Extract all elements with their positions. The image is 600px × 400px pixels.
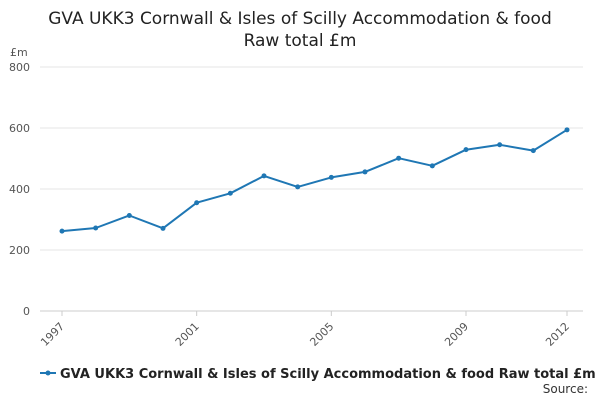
y-axis-ticks: 0 200 400 600 800	[9, 61, 30, 318]
x-tick-label-2001: 2001	[173, 320, 202, 349]
x-tick-label-2005: 2005	[307, 320, 336, 349]
y-tick-label-800: 800	[9, 61, 30, 74]
y-tick-label-200: 200	[9, 244, 30, 257]
data-point-1997[interactable]	[59, 228, 65, 234]
data-point-2011[interactable]	[530, 148, 536, 154]
data-point-1998[interactable]	[93, 225, 99, 231]
data-point-2008[interactable]	[429, 163, 435, 169]
data-point-2005[interactable]	[328, 174, 334, 180]
data-point-2007[interactable]	[396, 155, 402, 161]
source-label: Source:	[543, 382, 588, 396]
y-tick-label-400: 400	[9, 183, 30, 196]
series-layer	[59, 127, 570, 234]
data-point-2000[interactable]	[160, 225, 166, 231]
data-point-2003[interactable]	[261, 173, 267, 179]
data-point-2009[interactable]	[463, 147, 469, 153]
data-point-2010[interactable]	[497, 142, 503, 148]
chart-title-line-1: GVA UKK3 Cornwall & Isles of Scilly Acco…	[48, 9, 552, 29]
legend[interactable]: GVA UKK3 Cornwall & Isles of Scilly Acco…	[40, 367, 596, 382]
x-tick-label-1997: 1997	[38, 320, 67, 349]
legend-swatch-marker	[45, 370, 51, 376]
y-tick-label-600: 600	[9, 122, 30, 135]
x-axis-ticks: 1997 2001 2005 2009 2012	[38, 311, 572, 349]
data-point-2002[interactable]	[227, 190, 233, 196]
y-axis-unit: £m	[10, 46, 28, 59]
data-point-1999[interactable]	[126, 213, 132, 219]
data-point-2001[interactable]	[194, 200, 200, 206]
chart-title-line-2: Raw total £m	[244, 31, 357, 51]
data-point-2004[interactable]	[295, 184, 301, 190]
data-point-2006[interactable]	[362, 169, 368, 175]
x-tick-label-2012: 2012	[543, 320, 572, 349]
legend-label: GVA UKK3 Cornwall & Isles of Scilly Acco…	[60, 367, 596, 382]
y-tick-label-0: 0	[23, 305, 30, 318]
series-line-0	[61, 128, 568, 233]
gridlines	[40, 66, 583, 312]
data-point-2012[interactable]	[564, 127, 570, 133]
x-tick-label-2009: 2009	[442, 320, 471, 349]
